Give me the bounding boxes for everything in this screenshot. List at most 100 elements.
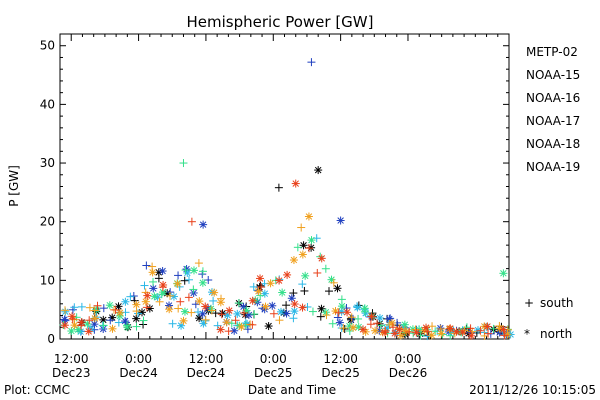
data-point-north — [115, 308, 124, 317]
chart-title: Hemispheric Power [GW] — [187, 13, 374, 31]
data-point-south — [166, 291, 175, 300]
data-point-south — [484, 329, 493, 338]
data-point-north — [180, 307, 189, 316]
data-point-south — [405, 327, 414, 336]
data-point-north — [123, 323, 132, 332]
y-tick-label: 0 — [47, 332, 55, 346]
data-point-north — [499, 325, 508, 334]
data-point-north — [67, 327, 76, 336]
data-point-north — [222, 318, 231, 327]
data-point-north — [483, 322, 492, 331]
y-axis: 0 10 20 30 40 50 — [40, 33, 509, 346]
data-point-south — [476, 326, 485, 335]
data-point-south — [289, 314, 298, 323]
data-point-north — [335, 318, 344, 327]
data-point-north — [195, 297, 204, 306]
data-point-north — [199, 220, 208, 229]
data-point-north — [60, 321, 69, 330]
data-point-south — [155, 297, 164, 306]
legend-entry: NOAA-16 — [526, 91, 580, 105]
y-tick-label: 20 — [40, 215, 55, 229]
data-point-north — [256, 274, 265, 283]
data-point-south — [129, 292, 138, 301]
data-point-south — [307, 58, 316, 67]
data-point-north — [298, 303, 307, 312]
x-tick-time-label: 0:00 — [394, 352, 421, 366]
data-point-north — [90, 314, 99, 323]
plot-source: Plot: CCMC — [4, 383, 70, 397]
data-point-north — [216, 325, 225, 334]
x-tick-date-label: Dec24 — [187, 366, 226, 380]
x-tick-date-label: Dec24 — [119, 366, 158, 380]
data-point-north — [189, 266, 198, 275]
data-point-north — [354, 322, 363, 331]
data-point-south — [70, 303, 79, 312]
data-point-north — [412, 328, 421, 337]
data-point-north — [264, 322, 273, 331]
data-point-north — [304, 212, 313, 221]
data-point-south — [85, 303, 94, 312]
data-point-south — [132, 322, 141, 331]
data-point-north — [145, 304, 154, 313]
data-point-north — [317, 304, 326, 313]
data-point-south — [176, 297, 185, 306]
data-point-north — [108, 324, 117, 333]
data-point-south — [224, 327, 233, 336]
data-point-south — [184, 293, 193, 302]
data-point-south — [297, 223, 306, 232]
data-point-south — [231, 316, 240, 325]
data-point-north — [143, 291, 152, 300]
data-point-north — [385, 315, 394, 324]
legend-entry: NOAA-19 — [526, 160, 580, 174]
data-point-south — [174, 271, 183, 280]
data-point-north — [290, 300, 299, 309]
data-point-north — [268, 301, 277, 310]
legend: METP-02 NOAA-15 NOAA-16 NOAA-17 NOAA-18 NOAA-… — [526, 45, 580, 174]
data-point-south — [187, 217, 196, 226]
data-point-south — [322, 311, 331, 320]
y-tick-label: 50 — [40, 39, 55, 53]
data-point-north — [495, 324, 504, 333]
data-point-north — [137, 308, 146, 317]
data-point-north — [68, 312, 77, 321]
data-point-south — [217, 310, 226, 319]
data-point-south — [354, 314, 363, 323]
data-point-south — [185, 275, 194, 284]
x-tick-time-label: 0:00 — [260, 352, 287, 366]
data-point-north — [132, 300, 141, 309]
legend-entry: METP-02 — [526, 45, 578, 59]
data-point-north — [275, 276, 284, 285]
data-point-south — [114, 318, 123, 327]
x-tick-time-label: 12:00 — [323, 352, 358, 366]
data-point-south — [269, 309, 278, 318]
data-point-south — [329, 278, 338, 287]
data-point-south — [149, 277, 158, 286]
data-point-south — [139, 316, 148, 325]
data-point-north — [278, 288, 287, 297]
data-point-north — [290, 307, 299, 316]
data-point-north — [367, 312, 376, 321]
x-axis-label: Date and Time — [248, 383, 336, 397]
legend-entry: NOAA-15 — [526, 68, 580, 82]
data-points — [59, 58, 515, 341]
data-point-south — [209, 296, 218, 305]
marker-legend-symbol: + — [524, 296, 534, 310]
data-point-south — [304, 244, 313, 253]
data-point-south — [328, 319, 337, 328]
data-point-north — [499, 269, 508, 278]
data-point-south — [298, 280, 307, 289]
plot-frame — [59, 33, 510, 340]
data-point-north — [349, 323, 358, 332]
data-point-north — [287, 294, 296, 303]
y-tick-label: 30 — [40, 156, 55, 170]
marker-legend-label: south — [540, 296, 574, 310]
data-point-north — [317, 254, 326, 263]
data-point-south — [373, 319, 382, 328]
data-point-north — [446, 324, 455, 333]
marker-legend: + south * north — [524, 296, 574, 341]
data-point-north — [395, 325, 404, 334]
data-point-south — [466, 324, 475, 333]
x-tick-time-label: 12:00 — [54, 352, 89, 366]
data-point-north — [141, 297, 150, 306]
data-point-south — [90, 306, 99, 315]
